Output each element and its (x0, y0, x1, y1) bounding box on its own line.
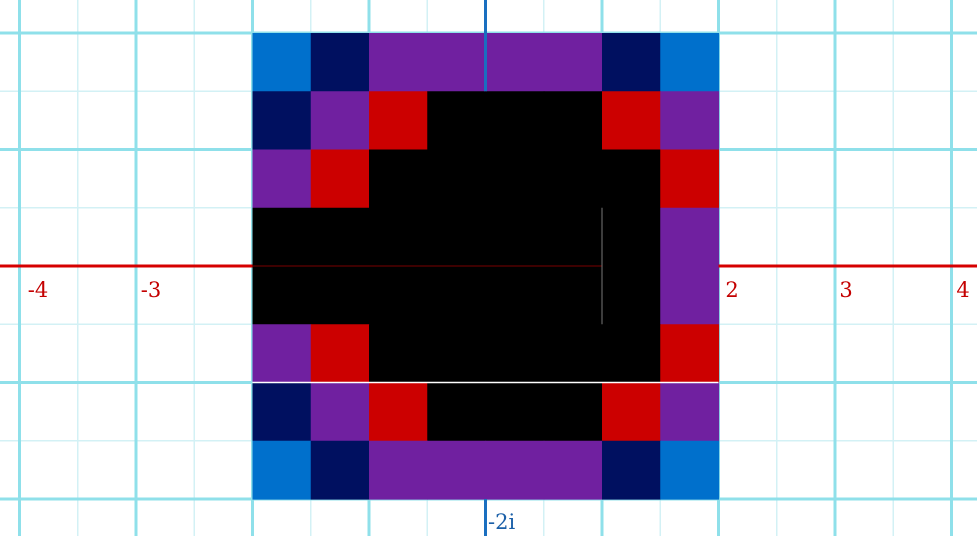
real-axis-label: -4 (28, 278, 48, 302)
cell-black (369, 149, 428, 209)
overlay-lines (252, 207, 719, 384)
cell-black (485, 382, 545, 442)
cell-purple (485, 33, 545, 92)
cell-navy (252, 91, 312, 151)
cell-black (543, 207, 603, 267)
cell-black (369, 324, 428, 384)
imaginary-axis-label: -2i (488, 510, 515, 534)
cell-black (310, 207, 370, 267)
mandelbrot-pixel-grid (252, 33, 720, 500)
real-axis-label: 2 (725, 278, 738, 302)
cell-black (602, 266, 661, 325)
cell-red (660, 324, 720, 384)
cell-purple (543, 440, 603, 500)
cell-black (369, 266, 428, 325)
cell-black (310, 266, 370, 325)
cell-blue (252, 440, 312, 500)
cell-navy (310, 33, 370, 92)
cell-navy (602, 440, 661, 500)
cell-purple (485, 440, 545, 500)
cell-purple (427, 33, 487, 92)
cell-navy (602, 33, 661, 92)
cell-red (310, 324, 370, 384)
cell-purple (310, 382, 370, 442)
cell-red (602, 382, 661, 442)
cell-black (543, 149, 603, 209)
cell-purple (543, 33, 603, 92)
cell-black (543, 266, 603, 325)
real-axis-label: 3 (839, 278, 852, 302)
cell-purple (660, 382, 720, 442)
cell-purple (252, 324, 312, 384)
cell-black (602, 324, 661, 384)
cell-blue (660, 440, 720, 500)
cell-black (602, 207, 661, 267)
cell-black (485, 266, 545, 325)
cell-black (485, 91, 545, 151)
cell-black (427, 207, 487, 267)
cell-blue (252, 33, 312, 92)
cell-navy (252, 382, 312, 442)
cell-purple (310, 91, 370, 151)
cell-black (369, 207, 428, 267)
cell-red (310, 149, 370, 209)
cell-red (369, 91, 428, 151)
cell-black (427, 91, 487, 151)
cell-black (427, 324, 487, 384)
cell-purple (427, 440, 487, 500)
cell-blue (660, 33, 720, 92)
cell-purple (660, 91, 720, 151)
cell-purple (369, 440, 428, 500)
cell-red (660, 149, 720, 209)
cell-black (252, 266, 312, 325)
cell-black (427, 149, 487, 209)
cell-black (543, 382, 603, 442)
real-axis-label: 4 (956, 278, 969, 302)
cell-black (427, 382, 487, 442)
axis-labels: -4 -3 2 3 4 -2i (28, 278, 970, 534)
cell-purple (660, 266, 720, 325)
cell-red (602, 91, 661, 151)
cell-black (543, 91, 603, 151)
cell-purple (369, 33, 428, 92)
cell-black (252, 207, 312, 267)
cell-black (602, 149, 661, 209)
cell-black (485, 324, 545, 384)
cell-red (369, 382, 428, 442)
cell-black (485, 149, 545, 209)
cell-purple (252, 149, 312, 209)
cell-black (543, 324, 603, 384)
cell-black (485, 207, 545, 267)
cell-black (427, 266, 487, 325)
cell-navy (310, 440, 370, 500)
real-axis-label: -3 (141, 278, 161, 302)
cell-purple (660, 207, 720, 267)
